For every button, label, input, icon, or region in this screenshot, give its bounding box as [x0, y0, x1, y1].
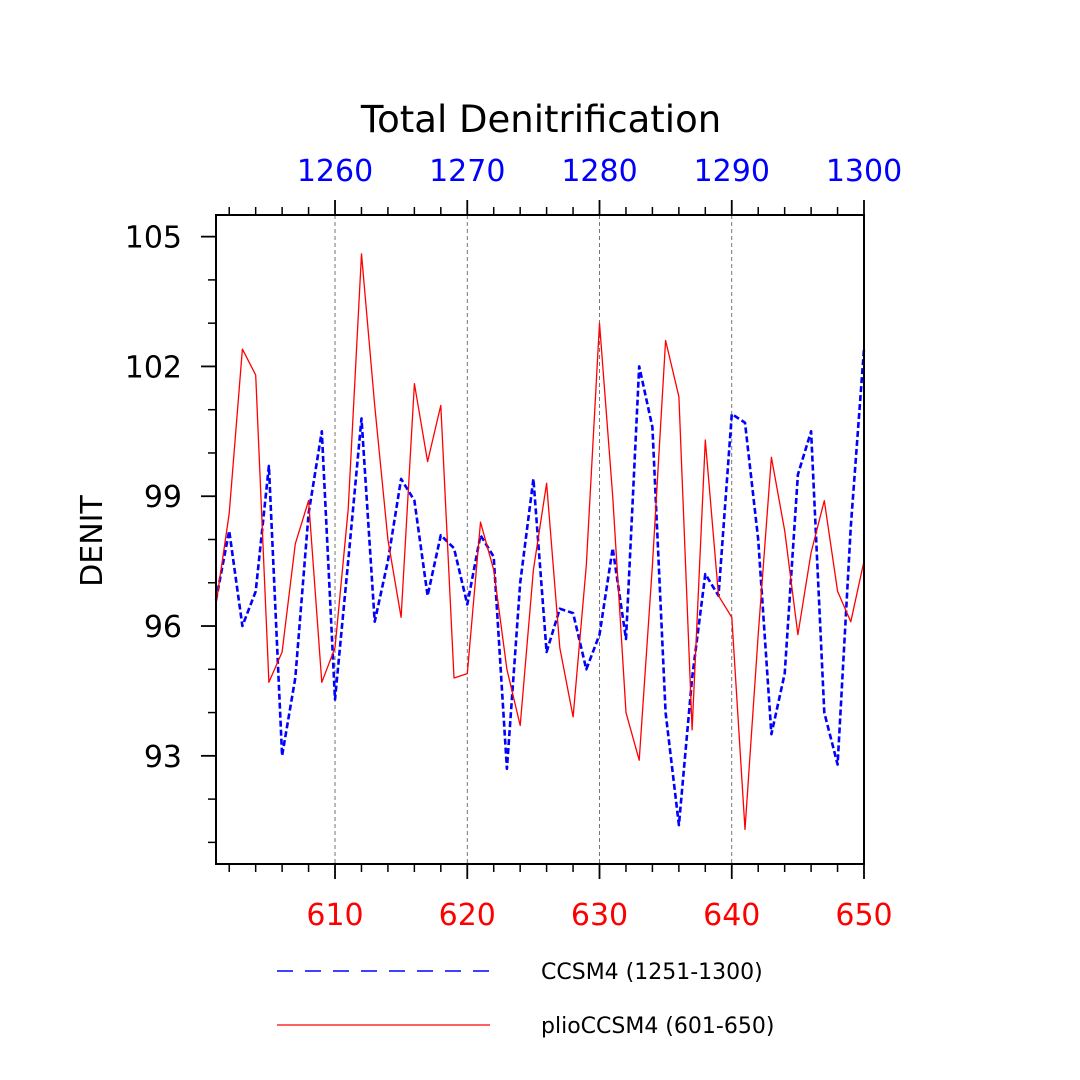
y-tick-label: 96 [144, 610, 182, 645]
y-axis-label: DENIT [75, 494, 110, 586]
x-tick-label: 630 [571, 898, 628, 933]
top-tick-label: 1270 [429, 154, 505, 189]
x-tick-label: 650 [835, 898, 892, 933]
x-tick-label: 620 [439, 898, 496, 933]
y-tick-label: 93 [144, 740, 182, 775]
legend-label: plioCCSM4 (601-650) [541, 1014, 774, 1039]
x-tick-label: 610 [306, 898, 363, 933]
series-layer [214, 253, 866, 831]
top-tick-label: 1260 [297, 154, 373, 189]
legend-label: CCSM4 (1251-1300) [541, 960, 763, 985]
top-tick-label: 1280 [561, 154, 637, 189]
y-tick-label: 105 [125, 221, 182, 256]
axes: 610 620 630 640 650 1260 1270 1280 1290 1300 93 96 9… [125, 154, 902, 933]
legend: CCSM4 (1251-1300) plioCCSM4 (601-650) [277, 960, 774, 1039]
x-tick-label: 640 [703, 898, 760, 933]
series-line-ccsm4 [214, 349, 866, 827]
plot-frame [215, 214, 865, 865]
top-tick-label: 1300 [826, 154, 902, 189]
chart-title: Total Denitrification [360, 98, 721, 141]
top-tick-label: 1290 [694, 154, 770, 189]
y-tick-label: 99 [144, 480, 182, 515]
series-line-pliocsm4 [215, 253, 865, 831]
y-tick-label: 102 [125, 350, 182, 385]
